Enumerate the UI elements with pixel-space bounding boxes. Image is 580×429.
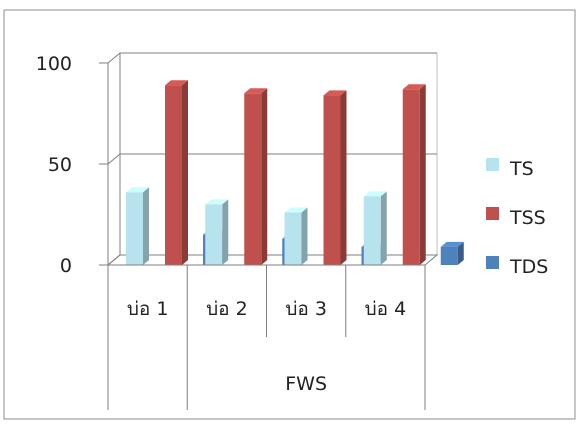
bar-top	[205, 199, 229, 205]
y-tick-label: 0	[60, 255, 72, 277]
bar-tss-2	[244, 88, 268, 265]
grid-line-side	[107, 254, 121, 266]
x-tick-label: บ่อ 4	[365, 298, 407, 320]
y-tick-label: 50	[48, 154, 72, 176]
bar-top	[402, 84, 426, 90]
bar-top	[244, 88, 268, 94]
x-tick-label: บ่อ 1	[127, 298, 169, 320]
grid-line-side	[107, 52, 121, 64]
x-axis: บ่อ 1 บ่อ 2 บ่อ 3 บ่อ 4 FWS	[107, 264, 426, 410]
x-tick-label: บ่อ 3	[285, 298, 327, 320]
x-tick-label: บ่อ 2	[206, 298, 248, 320]
bar-ts-3	[284, 207, 308, 265]
legend-item-tss: TSS	[486, 207, 546, 229]
bar-front	[402, 89, 420, 265]
bar-side	[419, 84, 426, 265]
bar-ts-2	[205, 199, 229, 265]
bar-front	[323, 95, 341, 265]
y-tick-label: 100	[36, 53, 72, 75]
y-axis: 0 50 100	[36, 53, 72, 277]
legend-label: TDS	[509, 256, 548, 278]
bar-side	[301, 207, 308, 265]
bar-front	[244, 93, 262, 265]
bar-top	[323, 90, 347, 96]
bar-front	[126, 192, 143, 265]
bar-front	[165, 85, 182, 265]
legend-item-tds: TDS	[486, 256, 548, 278]
legend-swatch	[486, 256, 499, 269]
group-label: FWS	[285, 373, 327, 395]
bar-top	[126, 187, 149, 193]
bar-top	[165, 80, 188, 86]
bar-tss-1	[165, 80, 188, 265]
bar-ts-4	[363, 191, 387, 265]
bar-tss-3	[323, 90, 347, 265]
bar-side	[182, 80, 188, 265]
legend: TS TSS TDS	[486, 158, 548, 278]
bar-side	[143, 187, 149, 265]
legend-label: TSS	[509, 207, 546, 229]
chart-floor	[106, 254, 439, 266]
bar-top	[440, 241, 464, 247]
bar-side	[340, 90, 347, 265]
grid-line-side	[107, 153, 121, 165]
legend-item-ts: TS	[486, 158, 534, 180]
bar-tds-4	[440, 241, 464, 265]
bar-ts-1	[126, 187, 149, 265]
legend-swatch	[486, 207, 499, 220]
bar-front	[440, 246, 458, 265]
legend-swatch	[486, 158, 499, 171]
bar-front	[205, 204, 223, 265]
bar-tss-4	[402, 84, 426, 265]
bar-side	[380, 191, 387, 265]
bar-side	[222, 199, 229, 265]
bar-front	[363, 196, 381, 265]
legend-label: TS	[509, 158, 534, 180]
bar-side	[261, 88, 268, 265]
bar-top	[363, 191, 387, 197]
bar-front	[284, 212, 302, 265]
bar-top	[284, 207, 308, 213]
bar-side	[457, 241, 464, 265]
bars-group	[126, 80, 464, 265]
